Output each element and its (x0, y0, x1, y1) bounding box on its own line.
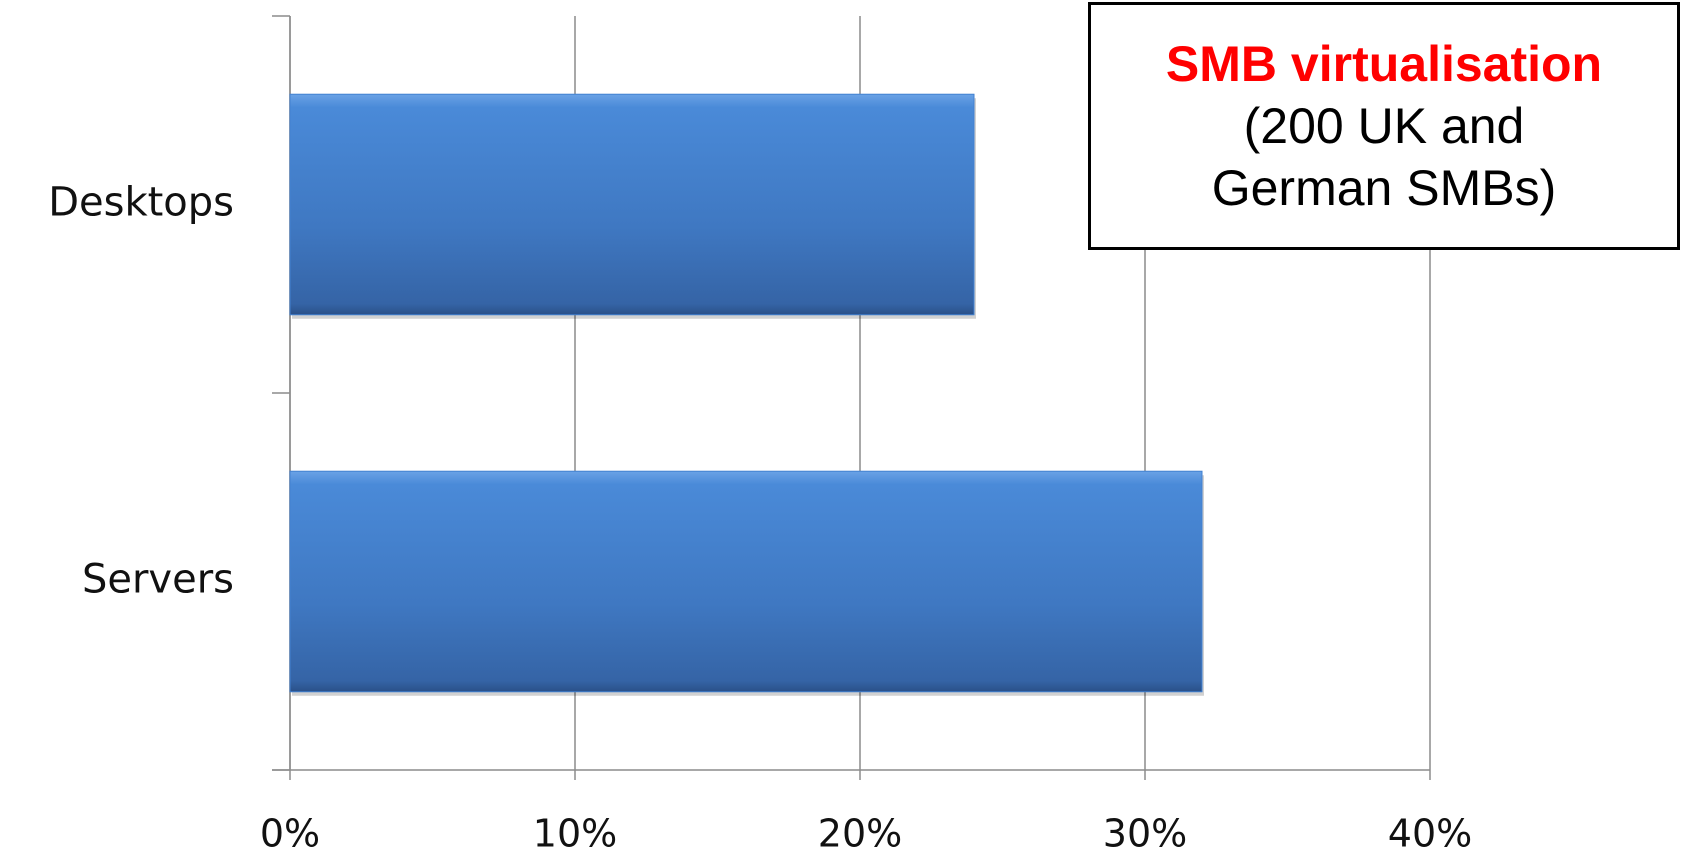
x-tick-label: 0% (260, 812, 320, 856)
annotation-box: SMB virtualisation (200 UK and German SM… (1088, 2, 1680, 250)
y-tick-label: Servers (82, 557, 234, 603)
x-tick-label: 30% (1103, 812, 1187, 856)
annotation-text: (200 UK and German SMBs) (1211, 98, 1557, 216)
annotation-title: SMB virtualisation (1165, 36, 1603, 92)
x-tick-label: 40% (1388, 812, 1472, 856)
x-tick-label: 20% (818, 812, 902, 856)
bar (289, 470, 1203, 693)
y-tick-label: Desktops (48, 180, 234, 226)
bar (289, 93, 975, 316)
x-tick-label: 10% (533, 812, 617, 856)
